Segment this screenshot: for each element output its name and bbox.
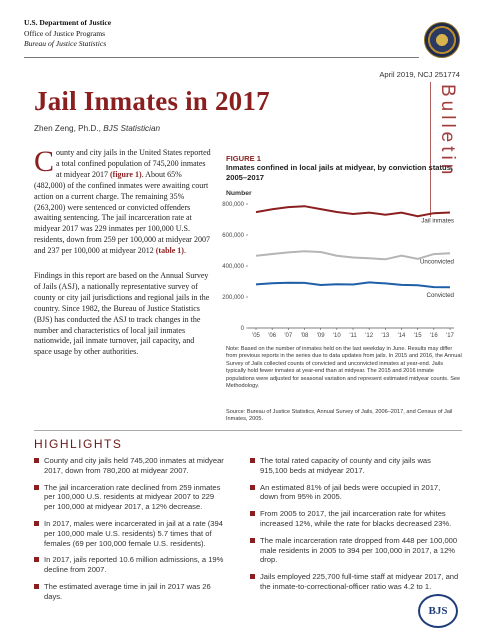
figure-1-link[interactable]: (figure 1)	[110, 169, 142, 179]
doj-seal-icon	[424, 22, 460, 58]
y-tick-label: 200,000	[222, 295, 244, 301]
bulletin-strip	[430, 82, 460, 217]
x-tick-label: '06	[268, 333, 276, 339]
highlights-right-column: The total rated capacity of county and c…	[250, 456, 460, 599]
x-tick-label: '08	[301, 333, 309, 339]
figure-label: FIGURE 1	[226, 154, 262, 163]
y-tick-label: 400,000	[222, 264, 244, 270]
highlight-item: The jail incarceration rate declined fro…	[34, 483, 224, 512]
highlight-item: The estimated average time in jail in 20…	[34, 582, 224, 602]
table-1-link[interactable]: (table 1)	[155, 246, 184, 256]
bureau-name: Bureau of Justice Statistics	[24, 39, 107, 48]
x-tick-label: '16	[430, 333, 438, 339]
page-title: Jail Inmates in 2017	[34, 86, 270, 116]
drop-cap: C	[34, 145, 55, 178]
highlight-item: The total rated capacity of county and c…	[250, 456, 460, 476]
department-name: U.S. Department of Justice	[24, 18, 112, 27]
x-tick-label: '10	[333, 333, 341, 339]
highlight-item: An estimated 81% of jail beds were occup…	[250, 483, 460, 503]
highlights-title: HIGHLIGHTS	[34, 437, 123, 451]
highlight-item: The male incarceration rate dropped from…	[250, 536, 460, 565]
intro-text-b: . About 65% (482,000) of the confined in…	[34, 169, 210, 256]
highlight-item: From 2005 to 2017, the jail incarceratio…	[250, 509, 460, 529]
x-tick-label: '13	[381, 333, 389, 339]
jail-population-chart: 0 200,000 400,000 600,000 800,000 '05 '06 '07 '0…	[222, 202, 455, 339]
office-name: Office of Justice Programs	[24, 28, 106, 38]
series-line-jail_inmates	[255, 205, 451, 218]
figure-title: Inmates confined in local jails at midye…	[226, 163, 454, 182]
x-tick-label: '11	[349, 333, 357, 339]
header-rule	[24, 57, 419, 58]
intro-text-c: .	[183, 246, 186, 256]
y-tick-label: 800,000	[222, 202, 244, 208]
x-tick-label: '07	[284, 333, 292, 339]
x-tick-label: '12	[365, 333, 373, 339]
chart-y-label: Number	[226, 190, 252, 197]
x-tick-label: '17	[446, 333, 454, 339]
author-line: Zhen Zeng, Ph.D., BJS Statistician	[34, 124, 160, 133]
series-line-unconvicted	[255, 250, 451, 261]
x-tick-label: '09	[317, 333, 325, 339]
highlight-item: In 2017, jails reported 10.6 million adm…	[34, 555, 224, 575]
y-tick-label: 0	[241, 326, 245, 332]
x-tick-label: '05	[252, 333, 260, 339]
bjs-logo: BJS	[418, 594, 458, 628]
series-label: Bulletin	[437, 84, 458, 179]
x-tick-label: '15	[414, 333, 422, 339]
highlight-item: Jails employed 225,700 full-time staff a…	[250, 572, 460, 592]
methodology-paragraph: Findings in this report are based on the…	[34, 271, 210, 357]
series-line-convicted	[255, 281, 451, 289]
author-name: Zhen Zeng, Ph.D.,	[34, 124, 104, 133]
x-tick-label: '14	[398, 333, 406, 339]
highlights-rule	[34, 430, 462, 431]
series-label-jail_inmates: Jail inmates	[421, 217, 454, 224]
author-role: BJS Statistician	[103, 124, 161, 133]
figure-note: Note: Based on the number of inmates hel…	[226, 346, 462, 390]
series-label-unconvicted: Unconvicted	[420, 258, 455, 265]
figure-header: FIGURE 1 Inmates confined in local jails…	[226, 154, 462, 182]
highlight-item: County and city jails held 745,200 inmat…	[34, 456, 224, 476]
figure-source: Source: Bureau of Justice Statistics, An…	[226, 409, 453, 423]
highlight-item: In 2017, males were incarcerated in jail…	[34, 519, 224, 548]
highlights-left-column: County and city jails held 745,200 inmat…	[34, 456, 224, 609]
series-label-convicted: Convicted	[426, 292, 454, 299]
y-tick-label: 600,000	[222, 233, 244, 239]
issue-date: April 2019, NCJ 251774	[379, 70, 460, 79]
agency-block: U.S. Department of Justice Office of Jus…	[24, 18, 284, 50]
intro-text-a: ounty and city jails in the United State…	[56, 148, 211, 179]
